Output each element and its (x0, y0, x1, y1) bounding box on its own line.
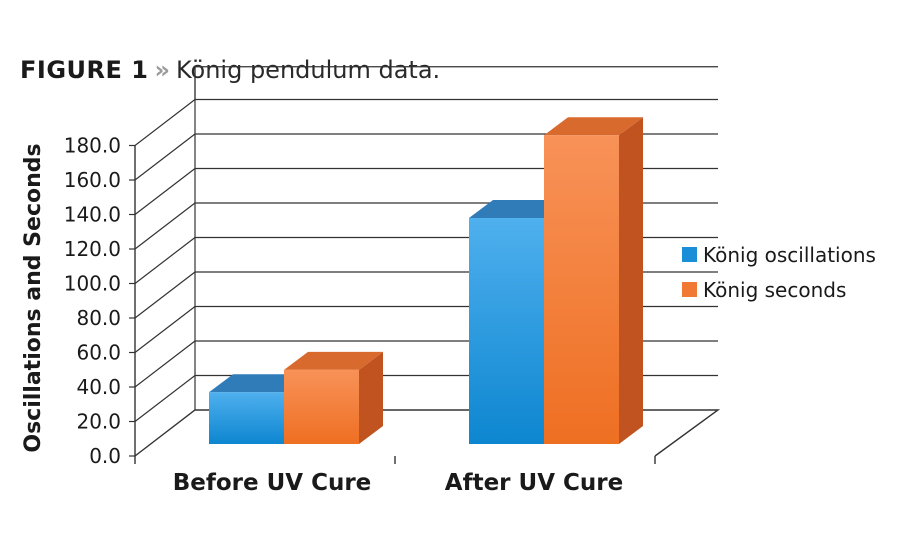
bar-front (469, 218, 544, 444)
legend-label: König seconds (703, 278, 846, 302)
legend-label: König oscillations (703, 243, 876, 267)
bar-side (359, 351, 383, 444)
bar-top (469, 200, 568, 219)
bar-front (209, 392, 284, 444)
bars (209, 117, 643, 444)
y-tick-label: 160.0 (64, 168, 121, 192)
bar-side (619, 117, 643, 444)
gridline-top (194, 66, 718, 100)
y-axis-title: Oscillations and Seconds (21, 143, 46, 452)
bar-front (284, 369, 359, 444)
bar-top (284, 351, 383, 370)
figure-title: FIGURE 1» König pendulum data. (20, 56, 440, 84)
y-tick-label: 100.0 (64, 272, 121, 296)
bar (284, 351, 383, 444)
y-tick-label: 60.0 (76, 341, 121, 365)
bar-top (544, 117, 643, 136)
figure-caption: König pendulum data. (175, 56, 441, 84)
figure-separator: » (154, 56, 170, 84)
y-tick-label: 140.0 (64, 203, 121, 227)
y-tick-label: 20.0 (76, 410, 121, 434)
x-category-label: After UV Cure (445, 470, 623, 496)
y-tick-label: 120.0 (64, 237, 121, 261)
y-tick-label: 0.0 (89, 444, 121, 468)
bar-top (209, 374, 308, 393)
axis-labels: 0.0 20.0 40.0 60.0 80.0 100.0 120.0 140.0 160.0 1… (21, 134, 623, 497)
y-tick-label: 40.0 (76, 375, 121, 399)
bar (544, 117, 643, 444)
x-category-label: Before UV Cure (173, 470, 372, 496)
figure-label: FIGURE 1 (20, 56, 149, 84)
legend-swatch (682, 282, 697, 297)
y-tick-label: 80.0 (76, 306, 121, 330)
floor-line (134, 409, 721, 457)
legend-swatch (682, 247, 697, 262)
legend: König oscillations König seconds (682, 243, 876, 302)
y-tick-label: 180.0 (64, 134, 121, 158)
bar-front (544, 135, 619, 444)
axes (129, 66, 656, 464)
